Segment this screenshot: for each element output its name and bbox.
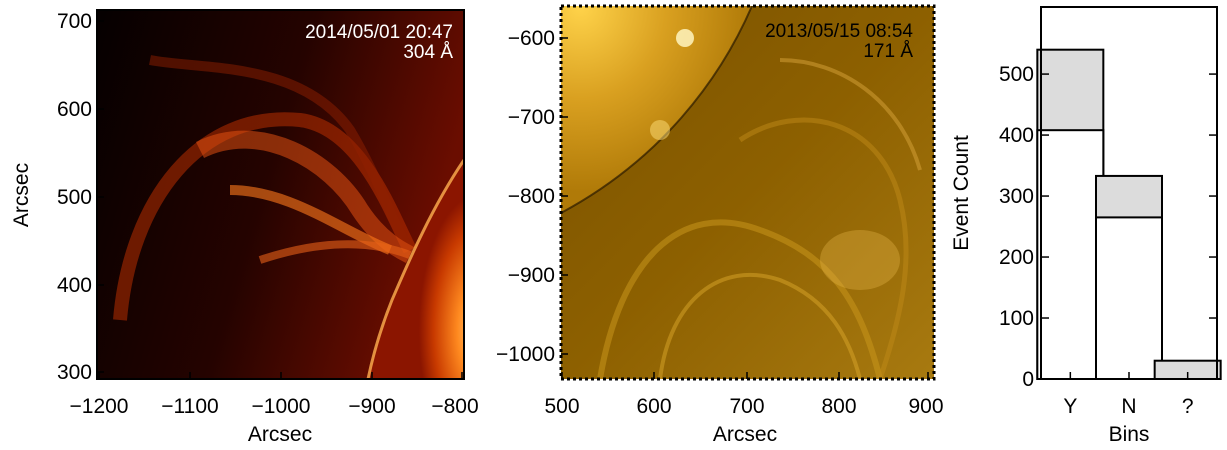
panel-171-ytick-label: −600	[508, 27, 555, 50]
x-tick-label: N	[1121, 395, 1136, 418]
x-tick-label: Y	[1063, 395, 1077, 418]
panel-304-xtick-label: −900	[348, 395, 395, 418]
panel-171: 2013/05/15 08:54 171 Å 500 600 700 800 9…	[496, 4, 944, 446]
panel-304-xtick-label: −1000	[252, 395, 311, 418]
panel-171-ytick-marks	[561, 37, 568, 355]
y-tick-label: 500	[999, 63, 1034, 86]
panel-304-ytick-label: 400	[57, 274, 92, 297]
panel-171-ytick-label: −700	[508, 106, 555, 129]
x-tick-label: ?	[1182, 395, 1194, 418]
panel-171-wavelength: 171 Å	[863, 41, 913, 62]
bar-layer	[1036, 48, 1222, 381]
panel-304: 2014/05/01 20:47 304 Å −1200 −1100 −1000…	[10, 9, 479, 446]
panel-171-xtick-label: 900	[908, 395, 943, 418]
image-171	[561, 6, 934, 379]
panel-171-xtick-label: 600	[636, 395, 671, 418]
panel-171-xtick-marks	[561, 372, 929, 379]
y-tick-label: 300	[999, 185, 1034, 208]
bar-chart: Y N ? 0 100 200 300 400 500 Event Count Bins	[950, 6, 1222, 446]
panel-171-xtick-label: 700	[729, 395, 764, 418]
y-tick-label: 200	[999, 246, 1034, 269]
panel-171-ytick-label: −1000	[496, 343, 555, 366]
panel-304-ytick-marks	[97, 20, 104, 373]
panel-304-xlabel: Arcsec	[248, 423, 312, 445]
panel-171-xtick-label: 800	[821, 395, 856, 418]
image-304	[97, 10, 464, 379]
panel-304-ytick-label: 600	[57, 98, 92, 121]
panel-304-ytick-label: 500	[57, 186, 92, 209]
panel-304-timestamp: 2014/05/01 20:47	[305, 22, 453, 43]
bar-lower-segment	[1095, 216, 1163, 380]
bar-lower-segment	[1036, 129, 1105, 380]
y-tick-label: 400	[999, 124, 1034, 147]
panel-304-ytick-label: 700	[57, 10, 92, 33]
panel-304-ylabel: Arcsec	[10, 163, 33, 227]
bar-axis: Y N ? 0 100 200 300 400 500	[999, 63, 1217, 418]
panel-304-xtick-marks	[98, 372, 463, 379]
bar-chart-xlabel: Bins	[1109, 423, 1150, 445]
panel-304-wavelength: 304 Å	[403, 42, 453, 63]
panel-171-xlabel: Arcsec	[713, 423, 777, 445]
y-tick-label: 100	[999, 307, 1034, 330]
panel-171-ytick-label: −900	[508, 264, 555, 287]
panel-304-ytick-label: 300	[57, 361, 92, 384]
y-tick-label: 0	[1022, 368, 1034, 391]
panel-171-xtick-label: 500	[544, 395, 579, 418]
panel-304-xtick-label: −800	[431, 395, 478, 418]
panel-171-timestamp: 2013/05/15 08:54	[765, 21, 913, 42]
panel-304-xtick-label: −1100	[161, 395, 218, 418]
panel-171-ytick-label: −800	[508, 185, 555, 208]
bar-chart-frame	[1040, 6, 1218, 380]
bar-chart-ylabel: Event Count	[950, 135, 973, 251]
panel-304-xtick-label: −1200	[70, 395, 129, 418]
